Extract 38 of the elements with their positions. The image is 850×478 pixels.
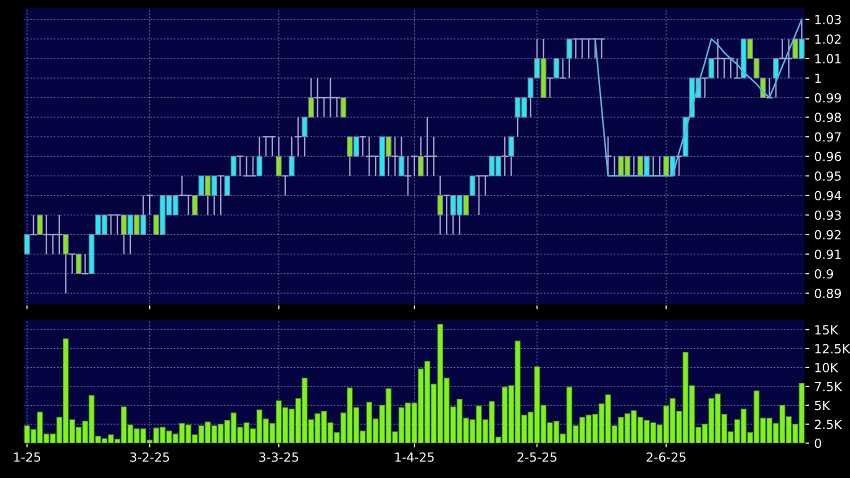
y-tick-label: 2.5K (814, 420, 842, 430)
x-tick-label: 2-6-25 (646, 452, 686, 462)
candlestick (391, 136, 399, 177)
y-tick-label: 0.95 (814, 171, 841, 181)
candlestick (37, 214, 43, 235)
y-tick-label: 15K (815, 325, 838, 335)
y-tick-label: 7.5K (815, 382, 842, 392)
y-tick-label: 0.89 (814, 288, 841, 298)
candlestick (236, 156, 244, 177)
y-tick-label: 0.93 (814, 210, 841, 220)
y-tick-label: 10K (815, 362, 838, 372)
y-tick-label: 0.9 (814, 269, 833, 279)
y-tick-label: 12.5K (815, 344, 850, 354)
y-tick-label: 0 (814, 438, 822, 448)
y-tick-label: 0.97 (814, 132, 841, 142)
x-tick-label: 1-25 (14, 452, 40, 462)
y-tick-label: 0.99 (814, 93, 841, 103)
candlestick (340, 97, 346, 118)
candlestick (708, 58, 714, 78)
y-tick-label: 0.96 (814, 152, 842, 162)
y-tick-label: 5K (814, 400, 830, 410)
x-tick-label: 3-3-25 (259, 452, 298, 462)
y-tick-label: 0.91 (814, 250, 841, 260)
candlestick (546, 77, 554, 98)
y-tick-label: 0.92 (814, 230, 841, 240)
y-tick-label: 1.02 (815, 34, 841, 44)
y-tick-label: 0.98 (814, 112, 841, 122)
x-tick-label: 2-5-25 (518, 452, 556, 462)
y-tick-label: 1.01 (815, 54, 841, 64)
x-tick-label: 3-2-25 (130, 452, 170, 462)
candlestick (554, 58, 560, 78)
line-series (594, 18, 802, 177)
y-tick-label: 1 (815, 74, 821, 83)
y-tick-label: 1.03 (815, 14, 841, 24)
candlestick (24, 234, 30, 255)
candlestick (76, 254, 82, 274)
x-tick-label: 1-4-25 (395, 452, 434, 462)
y-tick-label: 0.94 (814, 190, 842, 200)
